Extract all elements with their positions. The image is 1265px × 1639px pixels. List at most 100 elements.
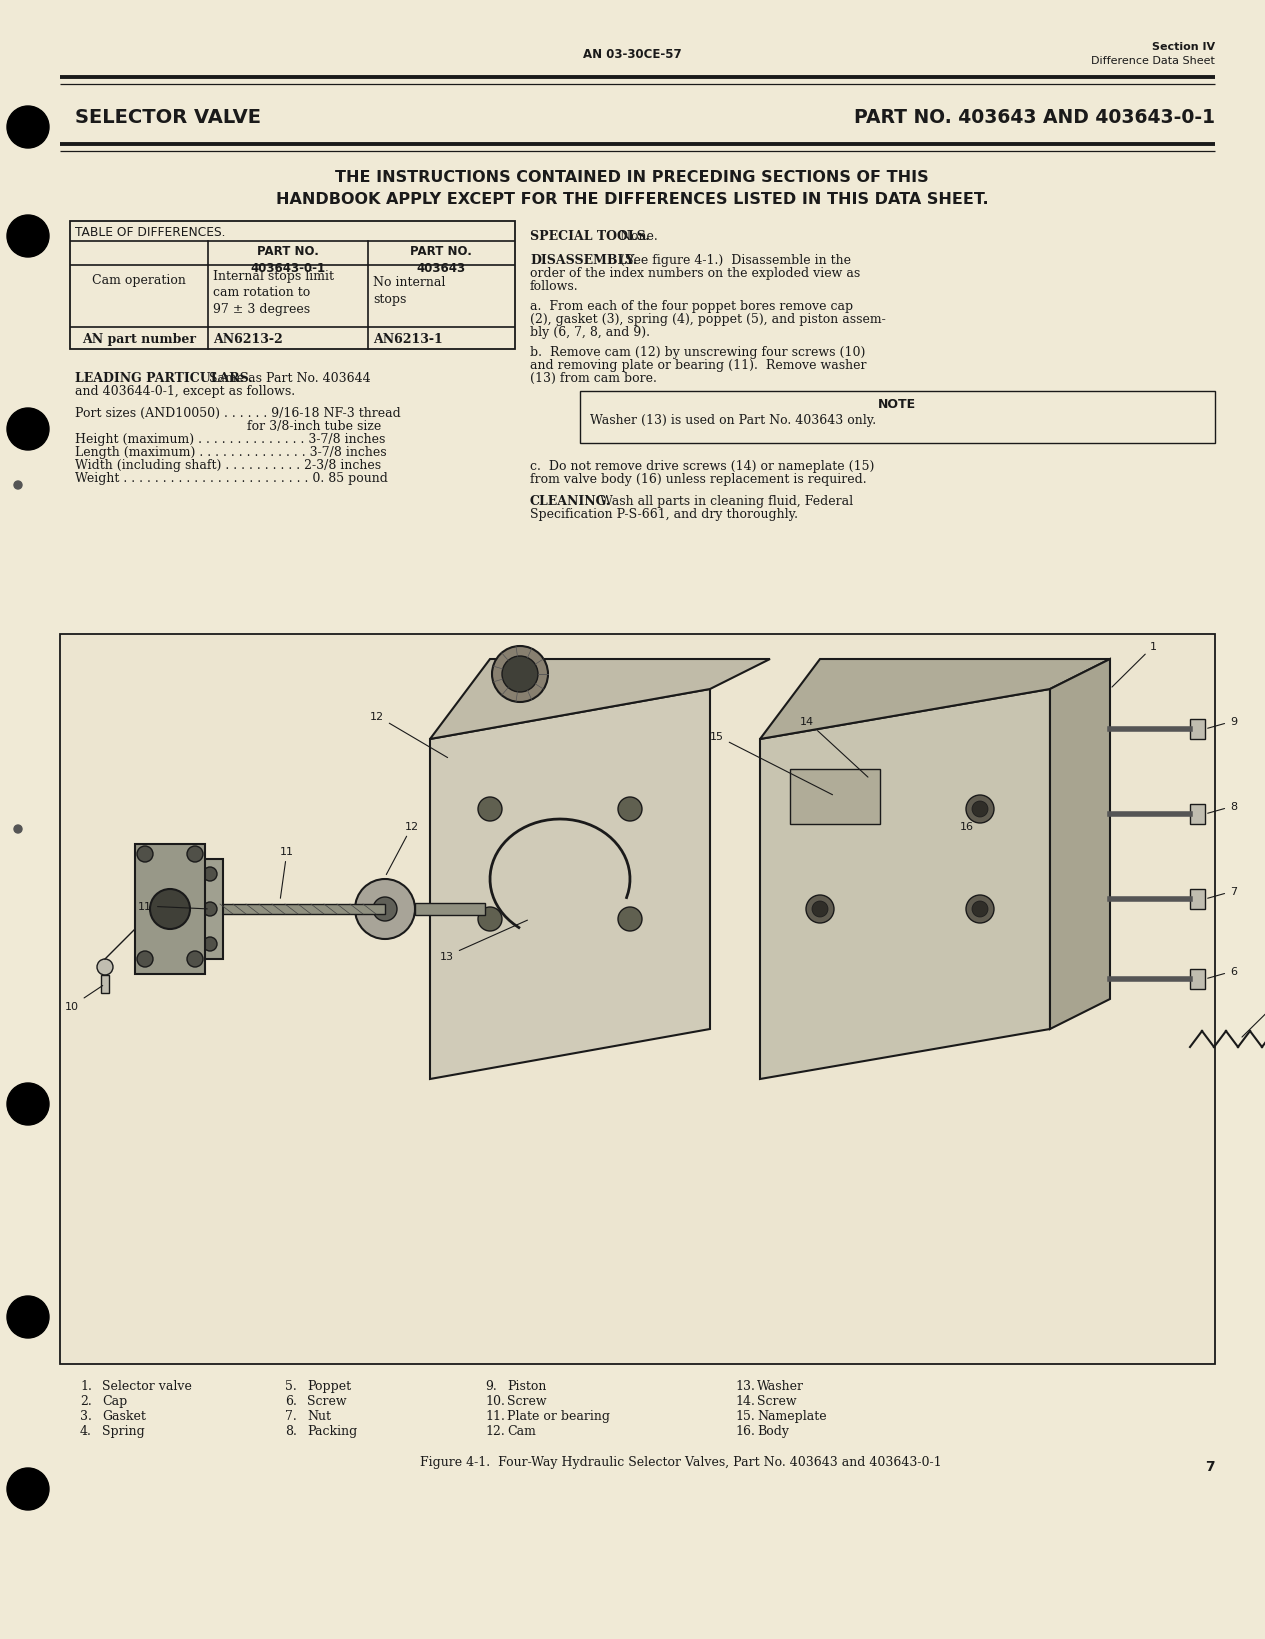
Text: 4.: 4. [80, 1424, 92, 1437]
Text: Packing: Packing [307, 1424, 357, 1437]
Text: (See figure 4-1.)  Disassemble in the: (See figure 4-1.) Disassemble in the [612, 254, 851, 267]
Circle shape [619, 798, 643, 821]
Text: No internal
stops: No internal stops [373, 275, 445, 305]
Text: 9: 9 [1208, 716, 1237, 729]
Text: 1.: 1. [80, 1378, 92, 1392]
Text: 14.: 14. [735, 1395, 755, 1408]
Text: 3.: 3. [80, 1410, 92, 1423]
Text: Cap: Cap [102, 1395, 128, 1408]
Text: 15: 15 [710, 731, 832, 795]
Text: 12.: 12. [484, 1424, 505, 1437]
Bar [579, 392, 1214, 444]
Bar [135, 844, 205, 975]
Text: 10.: 10. [484, 1395, 505, 1408]
Text: and 403644-0-1, except as follows.: and 403644-0-1, except as follows. [75, 385, 295, 398]
Circle shape [966, 895, 994, 923]
Circle shape [8, 1469, 49, 1510]
Text: 7: 7 [1206, 1459, 1214, 1473]
Text: 2.: 2. [80, 1395, 92, 1408]
Bar [415, 903, 484, 916]
Text: SELECTOR VALVE: SELECTOR VALVE [75, 108, 261, 126]
Text: 12: 12 [386, 821, 419, 875]
Text: Poppet: Poppet [307, 1378, 352, 1392]
Text: 5.: 5. [285, 1378, 297, 1392]
Text: order of the index numbers on the exploded view as: order of the index numbers on the explod… [530, 267, 860, 280]
Text: 8: 8 [1208, 801, 1237, 813]
Text: Screw: Screw [756, 1395, 797, 1408]
Bar [220, 905, 385, 915]
Text: AN 03-30CE-57: AN 03-30CE-57 [583, 48, 682, 61]
Bar [1190, 969, 1206, 990]
Text: Length (maximum) . . . . . . . . . . . . . . 3-7/8 inches: Length (maximum) . . . . . . . . . . . .… [75, 446, 387, 459]
Text: Selector valve: Selector valve [102, 1378, 192, 1392]
Text: DISASSEMBLY.: DISASSEMBLY. [530, 254, 638, 267]
Circle shape [8, 1083, 49, 1126]
Text: AN part number: AN part number [82, 333, 196, 346]
Text: SPECIAL TOOLS.: SPECIAL TOOLS. [530, 229, 650, 243]
Circle shape [8, 1296, 49, 1337]
Text: AN6213-2: AN6213-2 [213, 333, 283, 346]
Text: Screw: Screw [307, 1395, 347, 1408]
Text: 13.: 13. [735, 1378, 755, 1392]
Text: Spring: Spring [102, 1424, 144, 1437]
Text: 7: 7 [1208, 887, 1237, 898]
Text: Screw: Screw [507, 1395, 546, 1408]
Polygon shape [760, 659, 1109, 739]
Text: PART NO.
403643-0-1: PART NO. 403643-0-1 [250, 244, 325, 274]
Text: None.: None. [612, 229, 658, 243]
Text: 9.: 9. [484, 1378, 497, 1392]
Text: TABLE OF DIFFERENCES.: TABLE OF DIFFERENCES. [75, 226, 225, 239]
Text: CLEANING.: CLEANING. [530, 495, 611, 508]
Text: 12: 12 [369, 711, 448, 759]
Text: Cam: Cam [507, 1424, 536, 1437]
Circle shape [202, 867, 218, 882]
Text: Height (maximum) . . . . . . . . . . . . . . 3-7/8 inches: Height (maximum) . . . . . . . . . . . .… [75, 433, 386, 446]
Circle shape [202, 903, 218, 916]
Text: Difference Data Sheet: Difference Data Sheet [1092, 56, 1214, 66]
Circle shape [14, 826, 22, 834]
Text: 7.: 7. [285, 1410, 297, 1423]
Circle shape [812, 801, 829, 818]
Text: 11: 11 [280, 846, 293, 898]
Text: NOTE: NOTE [878, 398, 916, 411]
Circle shape [202, 938, 218, 951]
Circle shape [492, 647, 548, 703]
Text: 6: 6 [1208, 967, 1237, 978]
Circle shape [355, 880, 415, 939]
Circle shape [137, 951, 153, 967]
Text: 14: 14 [799, 716, 868, 777]
Circle shape [8, 408, 49, 451]
Text: Wash all parts in cleaning fluid, Federal: Wash all parts in cleaning fluid, Federa… [592, 495, 853, 508]
Text: THE INSTRUCTIONS CONTAINED IN PRECEDING SECTIONS OF THIS: THE INSTRUCTIONS CONTAINED IN PRECEDING … [335, 170, 929, 185]
Circle shape [373, 898, 397, 921]
Bar [70, 221, 515, 349]
Bar [1190, 720, 1206, 739]
Text: Cam operation: Cam operation [92, 274, 186, 287]
Text: 16.: 16. [735, 1424, 755, 1437]
Text: Piston: Piston [507, 1378, 546, 1392]
Text: follows.: follows. [530, 280, 578, 293]
Text: Section IV: Section IV [1152, 43, 1214, 52]
Circle shape [972, 801, 988, 818]
Text: Same as Part No. 403644: Same as Part No. 403644 [201, 372, 371, 385]
Circle shape [478, 908, 502, 931]
Circle shape [478, 798, 502, 821]
Text: AN6213-1: AN6213-1 [373, 333, 443, 346]
Text: 13: 13 [440, 921, 528, 962]
Text: PART NO. 403643 AND 403643-0-1: PART NO. 403643 AND 403643-0-1 [854, 108, 1214, 126]
Text: a.  From each of the four poppet bores remove cap: a. From each of the four poppet bores re… [530, 300, 853, 313]
Circle shape [187, 951, 202, 967]
Text: Specification P-S-661, and dry thoroughly.: Specification P-S-661, and dry thoroughl… [530, 508, 798, 521]
Bar [791, 770, 880, 824]
Circle shape [151, 890, 190, 929]
Circle shape [187, 846, 202, 862]
Circle shape [812, 901, 829, 918]
Text: 10: 10 [65, 987, 102, 1011]
Text: Washer (13) is used on Part No. 403643 only.: Washer (13) is used on Part No. 403643 o… [589, 413, 877, 426]
Text: 5: 5 [1242, 1001, 1265, 1037]
Polygon shape [1050, 659, 1109, 1029]
Polygon shape [430, 659, 770, 739]
Text: Weight . . . . . . . . . . . . . . . . . . . . . . . . 0. 85 pound: Weight . . . . . . . . . . . . . . . . .… [75, 472, 388, 485]
Text: 8.: 8. [285, 1424, 297, 1437]
Text: 6.: 6. [285, 1395, 297, 1408]
